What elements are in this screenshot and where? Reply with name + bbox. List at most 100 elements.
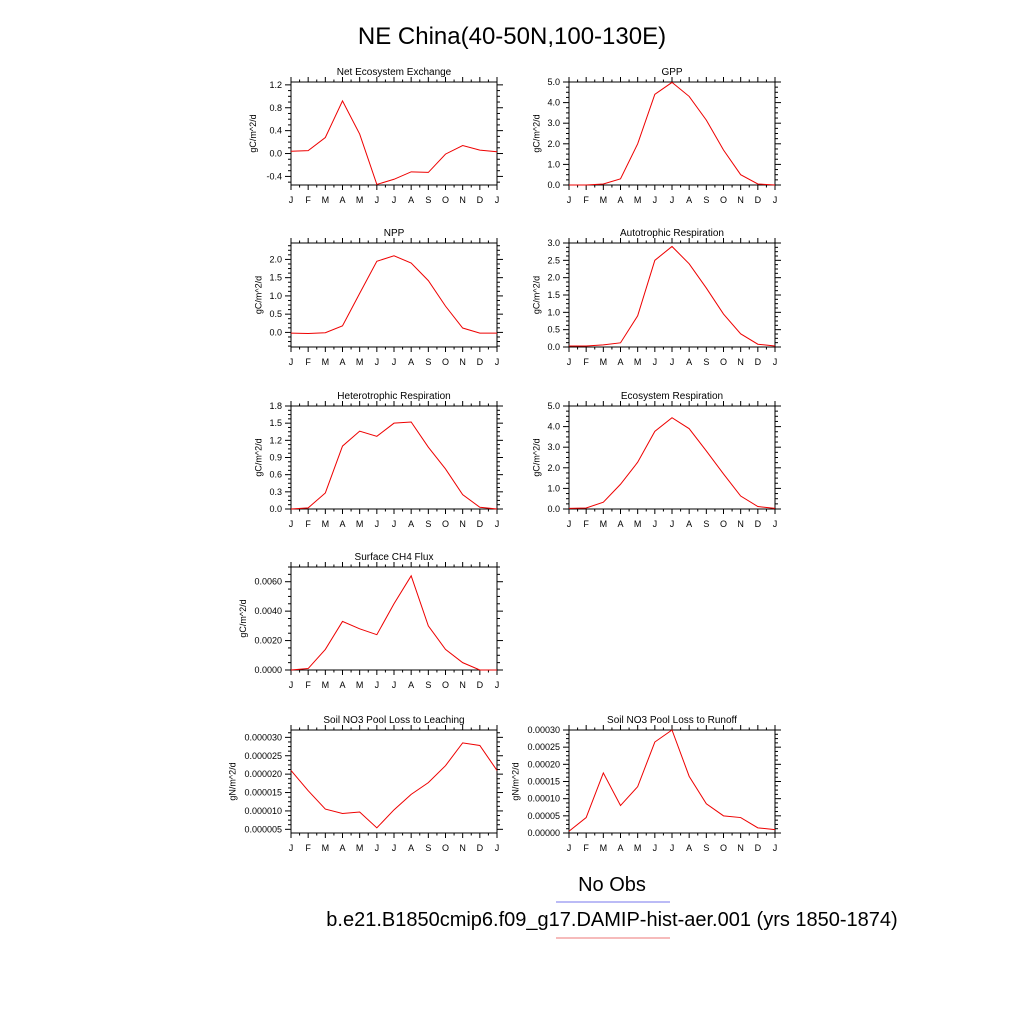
x-tick-label: A	[339, 843, 345, 853]
series-line	[290, 421, 498, 510]
y-tick-label: 0.0	[547, 342, 560, 352]
x-tick-label: S	[703, 519, 709, 529]
y-tick-label: 0.0	[547, 180, 560, 190]
x-tick-label: J	[653, 519, 658, 529]
x-tick-label: D	[477, 357, 484, 367]
y-tick-label: 0.0020	[254, 636, 282, 646]
y-tick-label: 5.0	[547, 401, 560, 411]
x-tick-label: A	[408, 843, 414, 853]
x-tick-label: J	[392, 680, 397, 690]
panel-title: Net Ecosystem Exchange	[337, 67, 452, 78]
x-tick-label: D	[755, 843, 762, 853]
x-tick-label: A	[408, 357, 414, 367]
y-axis-label: gC/m^2/d	[253, 276, 263, 314]
y-tick-label: 0.000020	[244, 769, 282, 779]
x-tick-label: J	[392, 357, 397, 367]
x-tick-label: F	[583, 843, 589, 853]
x-tick-label: D	[477, 680, 484, 690]
legend-obs-label: No Obs	[578, 874, 646, 896]
plot-frame	[290, 405, 498, 510]
x-tick-label: J	[289, 519, 294, 529]
y-axis-label: gN/m^2/d	[227, 762, 237, 800]
x-tick-label: S	[425, 519, 431, 529]
y-tick-label: 0.00005	[527, 811, 560, 821]
y-tick-label: 1.0	[269, 291, 282, 301]
series-line	[290, 742, 498, 829]
x-tick-label: N	[737, 519, 744, 529]
y-axis-label: gC/m^2/d	[253, 438, 263, 476]
series-line	[569, 81, 776, 186]
x-tick-label: M	[600, 357, 608, 367]
y-tick-label: 0.000025	[244, 751, 282, 761]
series-line	[569, 245, 776, 347]
plot-frame	[290, 566, 498, 671]
x-tick-label: S	[425, 357, 431, 367]
x-tick-label: F	[583, 519, 589, 529]
plot-frame	[568, 81, 776, 186]
y-tick-label: 0.9	[269, 453, 282, 463]
y-tick-label: 2.0	[547, 273, 560, 283]
panel-title: Ecosystem Respiration	[621, 391, 723, 402]
x-tick-label: A	[686, 357, 692, 367]
y-tick-label: 0.00015	[527, 777, 560, 787]
panel-title: Soil NO3 Pool Loss to Leaching	[323, 715, 464, 726]
y-tick-label: 0.00030	[527, 725, 560, 735]
x-tick-label: N	[737, 843, 744, 853]
x-tick-label: O	[442, 680, 449, 690]
x-tick-label: M	[356, 357, 364, 367]
panel-title: NPP	[384, 228, 405, 239]
x-tick-label: M	[322, 519, 330, 529]
y-tick-label: 0.8	[269, 103, 282, 113]
x-tick-label: J	[392, 195, 397, 205]
x-tick-label: J	[375, 195, 380, 205]
y-tick-label: 1.0	[547, 483, 560, 493]
x-tick-label: M	[356, 195, 364, 205]
y-tick-label: 3.0	[547, 118, 560, 128]
plot-frame	[568, 242, 776, 348]
plot-frame	[290, 729, 498, 834]
y-tick-label: 0.4	[269, 126, 282, 136]
x-tick-label: J	[567, 843, 572, 853]
x-tick-label: O	[720, 357, 727, 367]
x-tick-label: F	[305, 843, 311, 853]
x-tick-label: D	[755, 357, 762, 367]
x-tick-label: J	[375, 519, 380, 529]
y-tick-label: 1.0	[547, 159, 560, 169]
x-tick-label: J	[289, 195, 294, 205]
y-tick-label: 5.0	[547, 77, 560, 87]
plot-frame	[290, 81, 498, 186]
x-tick-label: J	[670, 519, 675, 529]
y-tick-label: 0.3	[269, 487, 282, 497]
y-tick-label: 0.0060	[254, 577, 282, 587]
x-tick-label: M	[600, 519, 608, 529]
y-tick-label: 0.0	[269, 149, 282, 159]
x-tick-label: D	[755, 195, 762, 205]
y-tick-label: 0.0040	[254, 606, 282, 616]
y-tick-label: 1.8	[269, 401, 282, 411]
y-tick-label: 2.0	[547, 463, 560, 473]
x-tick-label: J	[289, 680, 294, 690]
x-tick-label: J	[773, 195, 778, 205]
panel-title: Heterotrophic Respiration	[337, 391, 450, 402]
y-axis-label: gC/m^2/d	[248, 114, 258, 152]
y-tick-label: 0.000010	[244, 806, 282, 816]
plot-frame	[568, 405, 776, 510]
y-tick-label: 0.00025	[527, 742, 560, 752]
x-tick-label: M	[356, 680, 364, 690]
x-tick-label: J	[653, 357, 658, 367]
y-tick-label: 0.6	[269, 470, 282, 480]
x-tick-label: J	[375, 357, 380, 367]
x-tick-label: S	[425, 680, 431, 690]
series-line	[290, 99, 498, 186]
x-tick-label: M	[322, 357, 330, 367]
x-tick-label: A	[686, 843, 692, 853]
y-tick-label: 0.0	[269, 504, 282, 514]
y-tick-label: 2.0	[269, 254, 282, 264]
x-tick-label: J	[653, 195, 658, 205]
y-tick-label: 1.5	[547, 290, 560, 300]
x-tick-label: J	[567, 195, 572, 205]
